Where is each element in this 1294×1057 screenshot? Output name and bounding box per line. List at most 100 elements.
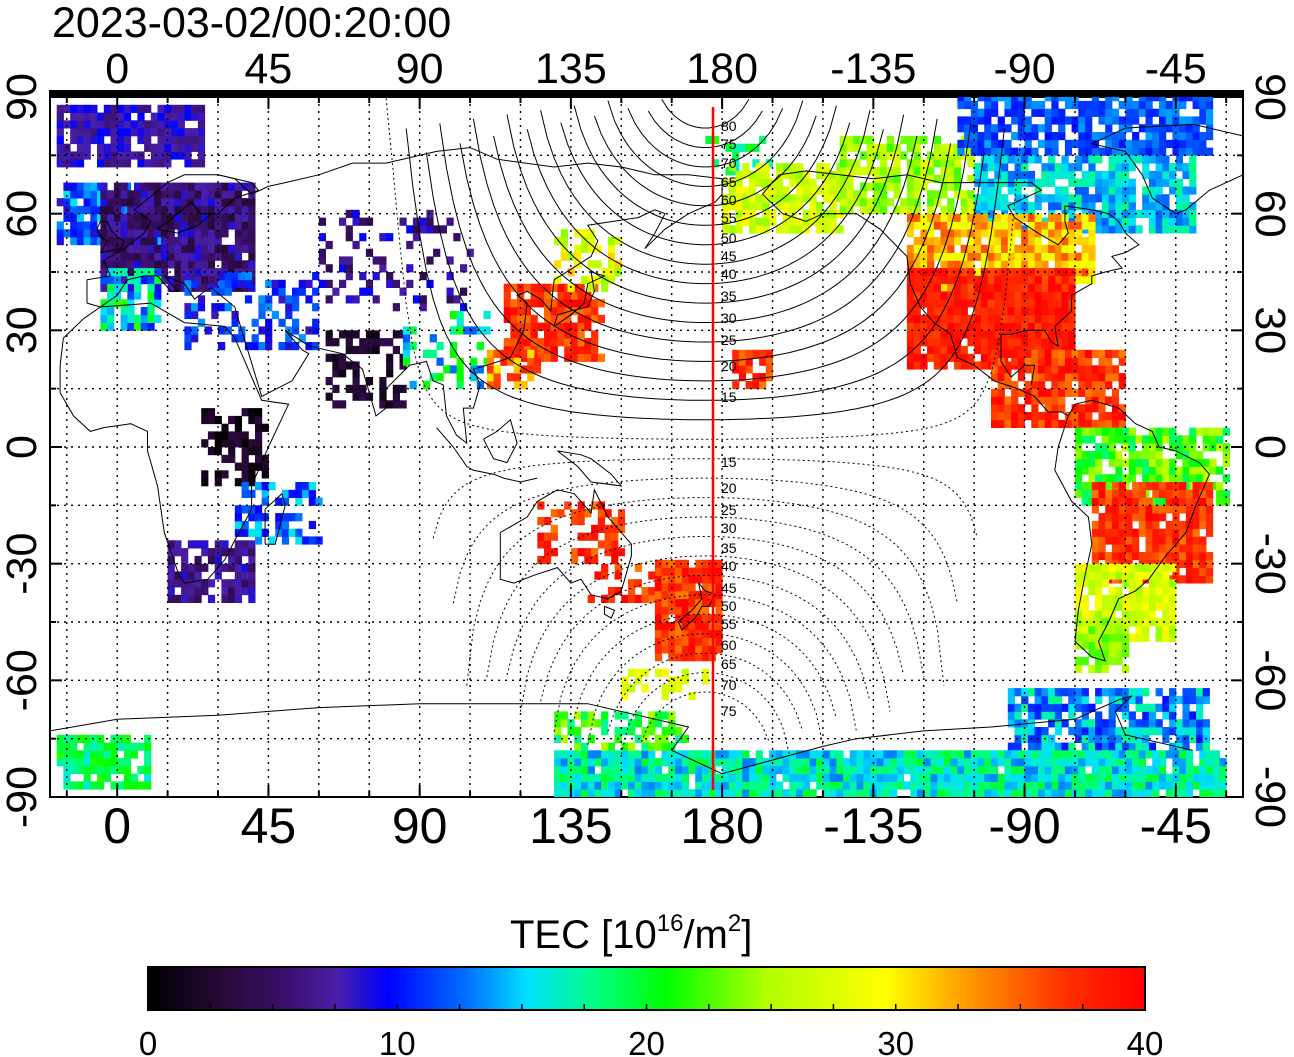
tec-cell: [1081, 695, 1089, 705]
tec-cell: [947, 268, 955, 277]
tec-cell: [113, 190, 122, 199]
tec-cell: [1078, 147, 1086, 156]
tec-cell: [1152, 505, 1160, 514]
tec-cell: [1199, 513, 1207, 522]
tec-cell: [234, 462, 242, 471]
tec-cell: [191, 104, 199, 113]
tec-cell: [1145, 528, 1153, 537]
tec-cell: [275, 513, 283, 522]
tec-cell: [1054, 186, 1062, 195]
tec-cell: [1142, 688, 1150, 697]
tec-cell: [1048, 688, 1056, 697]
tec-cell: [863, 789, 871, 797]
tec-cell: [221, 260, 229, 269]
tec-cell: [1199, 97, 1207, 102]
tec-cell: [570, 291, 579, 300]
tec-cell: [285, 303, 293, 312]
tec-cell: [853, 190, 861, 199]
tec-cell: [1148, 571, 1157, 580]
tec-cell: [1111, 388, 1120, 397]
tec-cell: [954, 229, 962, 238]
tec-cell: [964, 124, 972, 133]
tec-cell: [940, 338, 948, 347]
tec-cell: [107, 307, 115, 316]
coastline: [721, 695, 1193, 775]
tec-cell: [271, 287, 279, 296]
tec-cell: [802, 194, 810, 203]
tec-cell: [1091, 373, 1099, 382]
tec-cell: [110, 128, 118, 137]
tec-cell: [402, 326, 411, 335]
tec-cell: [1007, 307, 1015, 316]
tec-cell: [97, 765, 105, 775]
tec-cell: [628, 668, 636, 677]
tec-cell: [937, 750, 945, 759]
tec-cell: [154, 283, 162, 292]
tec-cell: [1142, 610, 1150, 619]
tec-cell: [997, 396, 1005, 405]
tec-cell: [701, 758, 710, 767]
tec-cell: [207, 244, 216, 253]
tec-cell: [769, 194, 777, 203]
tec-cell: [174, 275, 182, 285]
tec-cell: [570, 299, 579, 308]
tec-cell: [1095, 170, 1103, 180]
tec-cell: [1044, 373, 1052, 382]
tec-cell: [1098, 388, 1106, 397]
tec-cell: [991, 419, 999, 428]
tec-cell: [1091, 536, 1099, 545]
tec-cell: [523, 330, 531, 339]
tec-cell: [577, 353, 585, 362]
tec-cell: [974, 237, 982, 246]
tec-cell: [1088, 213, 1096, 222]
tec-cell: [1068, 209, 1076, 218]
tec-cell: [917, 781, 925, 790]
tec-cell: [1095, 450, 1103, 460]
tec-cell: [1108, 563, 1116, 572]
tec-cell: [913, 167, 921, 176]
tec-cell: [957, 147, 965, 156]
tec-cell: [987, 221, 995, 230]
tec-cell: [127, 283, 135, 292]
tec-cell: [1138, 108, 1146, 117]
tec-cell: [241, 579, 249, 588]
tec-cell: [1068, 252, 1076, 261]
tec-cell: [789, 178, 797, 187]
tec-cell: [224, 287, 232, 296]
tec-cell: [829, 765, 837, 775]
tec-cell: [1011, 758, 1019, 767]
tec-cell: [537, 345, 545, 355]
tec-cell: [856, 765, 864, 775]
tec-cell: [675, 637, 683, 646]
tec-cell: [789, 765, 797, 775]
tec-cell: [127, 229, 135, 238]
tec-cell: [1071, 139, 1079, 148]
tec-cell: [97, 750, 105, 759]
tec-cell: [533, 365, 542, 374]
tec-cell: [1145, 116, 1153, 125]
tec-cell: [56, 742, 64, 751]
tec-cell: [1115, 435, 1123, 444]
tec-cell: [147, 190, 155, 199]
tec-cell: [1024, 97, 1032, 102]
tec-cell: [1098, 528, 1106, 537]
tec-cell: [1132, 552, 1140, 561]
tec-cell: [1054, 688, 1062, 697]
tec-cell: [1001, 260, 1009, 269]
tec-cell: [201, 563, 209, 572]
tec-cell: [1048, 155, 1056, 164]
tec-cell: [456, 373, 464, 382]
sza-label: 15: [721, 389, 737, 405]
tec-cell: [248, 198, 256, 207]
tec-cell: [1222, 489, 1230, 498]
tec-cell: [581, 789, 589, 797]
tec-cell: [614, 765, 622, 775]
tec-cell: [70, 221, 78, 230]
tec-cell: [634, 563, 642, 572]
tec-cell: [1111, 116, 1120, 125]
tec-cell: [1011, 132, 1019, 141]
tec-cell: [1027, 155, 1036, 164]
tec-cell: [974, 170, 982, 180]
tec-cell: [1051, 100, 1059, 110]
tec-cell: [1125, 758, 1133, 767]
